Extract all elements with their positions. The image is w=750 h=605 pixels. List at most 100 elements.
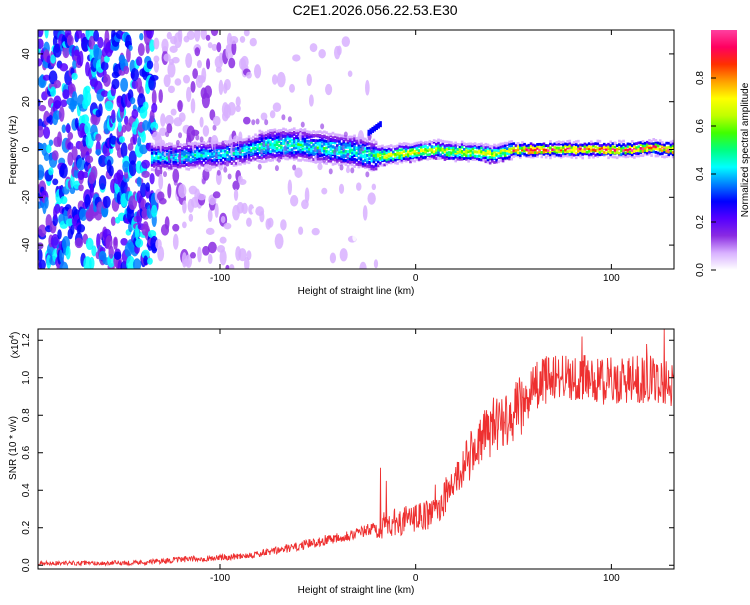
spectrogram-cell	[518, 146, 522, 150]
spectrogram-cell	[661, 155, 664, 158]
spectrogram-cell	[207, 253, 213, 265]
spectrogram-cell	[207, 42, 213, 49]
spectrogram-cell	[549, 150, 552, 154]
spectrogram-cell	[469, 151, 473, 154]
spectrogram-cell	[417, 141, 421, 145]
spectrogram-cell	[213, 160, 216, 164]
spectrogram-cell	[260, 130, 264, 134]
spectrogram-cell	[577, 139, 580, 143]
spectrogram-cell	[383, 147, 386, 151]
spectrogram-cell	[187, 167, 191, 171]
spectrogram-cell	[553, 146, 557, 149]
spectrogram-cell	[654, 147, 658, 151]
spectrogram-cell	[577, 153, 580, 157]
spectrogram-cell	[155, 154, 158, 158]
spectrogram-cell	[376, 160, 380, 164]
spectrogram-cell	[241, 146, 244, 150]
spectrogram-cell	[391, 150, 395, 154]
spectrogram-cell	[204, 146, 208, 150]
spectrogram-cell	[150, 153, 154, 157]
spectrogram-cell	[656, 141, 660, 145]
spectrogram-cell	[150, 155, 154, 159]
spectrogram-cell	[435, 157, 438, 160]
spectrogram-cell	[592, 144, 595, 148]
spectrogram-cell	[290, 128, 294, 132]
spectrogram-cell	[128, 160, 137, 177]
spectrogram-cell	[172, 168, 180, 183]
spectrogram-cell	[531, 153, 535, 157]
spectrogram-cell	[168, 162, 171, 166]
spectrogram-cell	[486, 147, 490, 150]
spectrogram-cell	[652, 142, 656, 146]
spectrogram-cell	[361, 140, 365, 144]
spectrogram-cell	[370, 167, 374, 170]
spectrogram-cell	[258, 137, 262, 140]
spectrogram-cell	[236, 146, 240, 150]
colorbar: 0.00.20.40.60.8 Normalized spectral ampl…	[695, 30, 750, 277]
spectrogram-cell	[478, 158, 481, 161]
spectrogram-cell	[178, 164, 182, 168]
spectrogram-cell	[488, 150, 492, 154]
spectrogram-cell	[648, 147, 651, 151]
spectrogram-cell	[170, 108, 177, 116]
colorbar-label: Normalized spectral amplitude	[740, 82, 750, 217]
spectrogram-cell	[178, 144, 182, 148]
spectrogram-cell	[146, 60, 154, 70]
spectrogram-cell	[415, 155, 419, 159]
spectrogram-cell	[54, 203, 61, 214]
spectrogram-cell	[308, 153, 311, 157]
spectrogram-cell	[409, 160, 412, 164]
spectrogram-cell	[295, 134, 298, 138]
spectrogram-cell	[177, 30, 183, 43]
spectrogram-cell	[286, 136, 290, 140]
spectrogram-cell	[411, 155, 414, 159]
spectrogram-cell	[275, 154, 279, 157]
spectrogram-cell	[132, 258, 142, 269]
spectrogram-cell	[355, 137, 358, 140]
spectrogram-cell	[467, 154, 470, 158]
spectrogram-cell	[43, 126, 51, 139]
spectrogram-cell	[232, 144, 236, 148]
spectrogram-cell	[333, 135, 337, 139]
spectrogram-cell	[303, 128, 307, 132]
spectrogram-cell	[374, 156, 378, 159]
spectrogram-cell	[374, 150, 378, 154]
spectrogram-cell	[359, 162, 363, 166]
spectrogram-cell	[493, 156, 496, 160]
spectrogram-cell	[196, 142, 199, 146]
spectrogram-cell	[428, 157, 432, 160]
spectrogram-cell	[269, 129, 272, 132]
spectrogram-cell	[338, 142, 341, 146]
spectrogram-cell	[618, 154, 621, 158]
spectrogram-cell	[353, 165, 356, 168]
spectrogram-cell	[404, 147, 408, 151]
spectrogram-cell	[336, 161, 339, 165]
spectrogram-cell	[383, 152, 386, 156]
spectrogram-cell	[329, 151, 333, 155]
spectrogram-cell	[320, 160, 324, 163]
spectrogram-cell	[298, 226, 304, 235]
spectrogram-cell	[189, 145, 193, 148]
spectrogram-cell	[297, 158, 300, 162]
spectrogram-cell	[454, 143, 458, 147]
spectrogram-cell	[508, 144, 511, 148]
snr-scale-close: )	[10, 332, 21, 335]
spectrogram-cell	[297, 143, 300, 146]
spectrogram-cell	[191, 155, 195, 159]
spectrogram-cell	[318, 48, 326, 59]
spectrogram-cell	[437, 157, 440, 160]
spectrogram-cell	[484, 142, 488, 146]
spectrogram-cell	[299, 128, 303, 131]
spectrogram-cell	[510, 147, 513, 151]
spectrogram-cell	[232, 157, 236, 161]
spectrogram-cell	[200, 146, 203, 150]
spectrogram-cell	[351, 160, 354, 164]
spectrogram-cell	[549, 142, 552, 146]
spectrogram-cell	[411, 143, 414, 147]
spectrogram-cell	[353, 134, 356, 138]
spectrogram-cell	[286, 129, 290, 133]
spectrogram-cell	[178, 112, 186, 123]
spectrogram-cell	[299, 150, 303, 154]
spectrogram-cell	[243, 116, 251, 125]
spectrogram-cell	[654, 139, 658, 142]
